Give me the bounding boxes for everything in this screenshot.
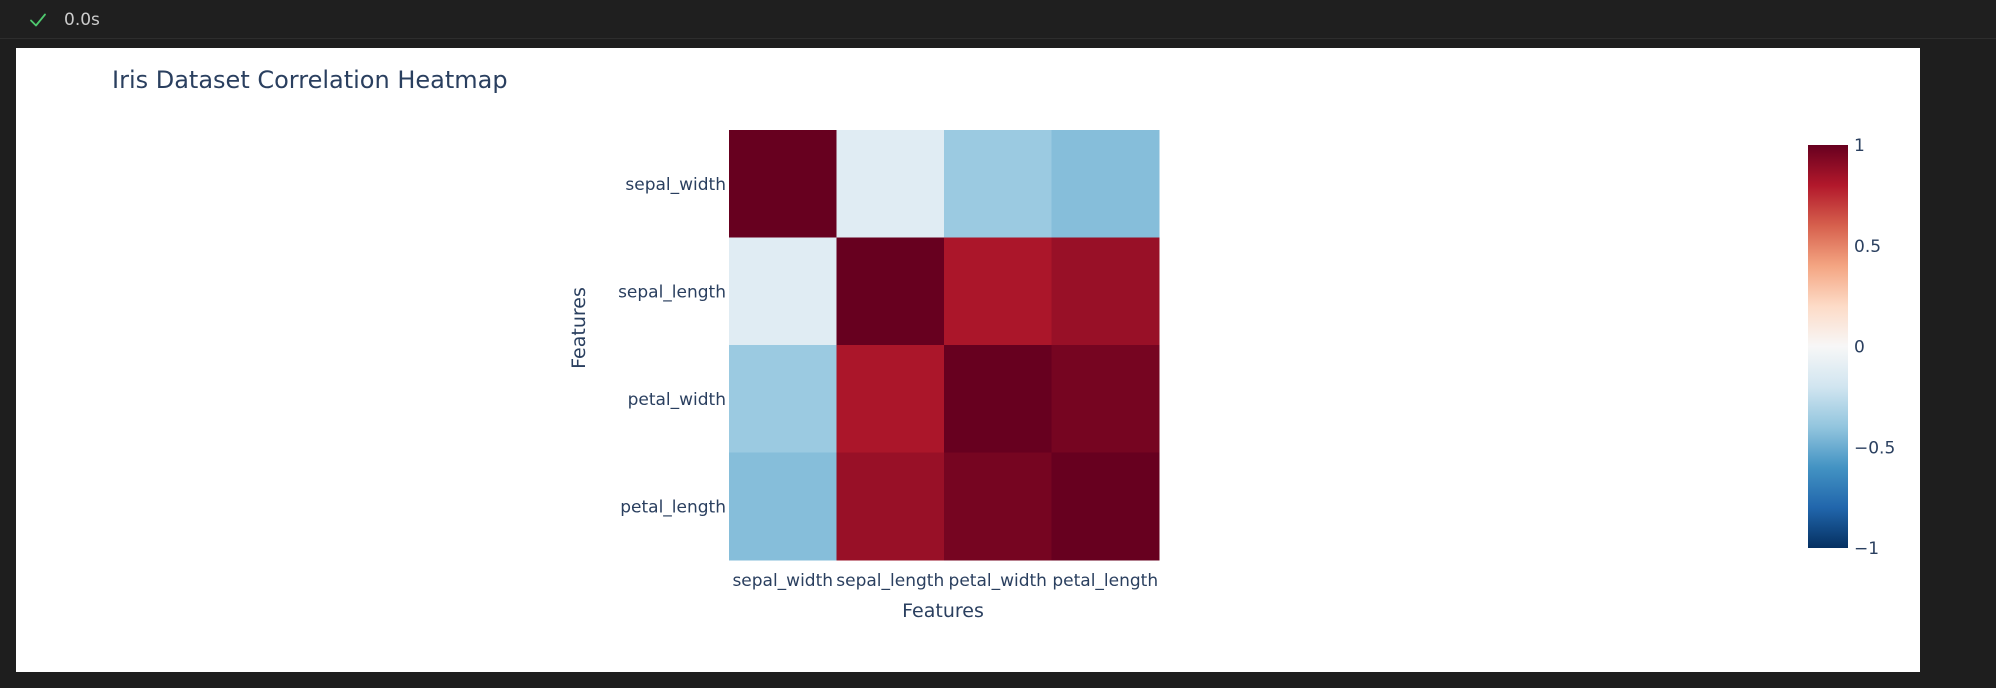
heatmap-cells bbox=[729, 130, 1160, 561]
heatmap-cell[interactable] bbox=[1051, 237, 1160, 346]
x-axis-label: Features bbox=[902, 600, 984, 622]
heatmap-cell[interactable] bbox=[729, 237, 837, 346]
colorbar-tick-label: −0.5 bbox=[1854, 438, 1895, 458]
x-tick-label: petal_width bbox=[949, 571, 1047, 591]
colorbar-tick-label: −1 bbox=[1854, 539, 1879, 559]
x-tick-labels: sepal_width sepal_length petal_width petal_… bbox=[732, 571, 1158, 591]
heatmap-cell[interactable] bbox=[944, 345, 1052, 453]
heatmap-chart[interactable]: Iris Dataset Correlation Heatmap sepal_w… bbox=[16, 48, 1920, 672]
heatmap-cell[interactable] bbox=[944, 452, 1052, 561]
y-tick-label: petal_length bbox=[620, 497, 726, 517]
cell-output: Iris Dataset Correlation Heatmap sepal_w… bbox=[16, 48, 1920, 672]
colorbar bbox=[1808, 145, 1848, 548]
colorbar-tick-label: 1 bbox=[1854, 136, 1865, 156]
check-icon bbox=[30, 13, 46, 27]
heatmap-cell[interactable] bbox=[729, 345, 837, 453]
heatmap-cell[interactable] bbox=[729, 452, 837, 561]
chart-title: Iris Dataset Correlation Heatmap bbox=[112, 66, 508, 94]
editor-margin bbox=[1920, 48, 1996, 672]
colorbar-ticks: 1 0.5 0 −0.5 −1 bbox=[1854, 136, 1895, 559]
y-tick-label: petal_width bbox=[628, 390, 726, 410]
y-tick-label: sepal_width bbox=[625, 175, 726, 195]
heatmap-cell[interactable] bbox=[836, 345, 945, 453]
heatmap-cell[interactable] bbox=[1051, 452, 1160, 561]
x-tick-label: sepal_length bbox=[836, 571, 944, 591]
colorbar-tick-label: 0.5 bbox=[1854, 237, 1881, 257]
heatmap-cell[interactable] bbox=[836, 130, 945, 238]
colorbar-tick-label: 0 bbox=[1854, 338, 1865, 358]
x-tick-label: petal_length bbox=[1052, 571, 1158, 591]
execution-time: 0.0s bbox=[64, 10, 100, 30]
cell-status-bar: 0.0s bbox=[0, 0, 1996, 39]
heatmap-cell[interactable] bbox=[836, 452, 945, 561]
heatmap-cell[interactable] bbox=[729, 130, 837, 238]
y-tick-labels: sepal_width sepal_length petal_width petal_… bbox=[618, 175, 726, 518]
x-tick-label: sepal_width bbox=[732, 571, 833, 591]
heatmap-cell[interactable] bbox=[944, 130, 1052, 238]
y-tick-label: sepal_length bbox=[618, 282, 726, 302]
heatmap-cell[interactable] bbox=[1051, 345, 1160, 453]
y-axis-label: Features bbox=[568, 287, 590, 369]
heatmap-cell[interactable] bbox=[836, 237, 945, 346]
heatmap-cell[interactable] bbox=[1051, 130, 1160, 238]
heatmap-cell[interactable] bbox=[944, 237, 1052, 346]
